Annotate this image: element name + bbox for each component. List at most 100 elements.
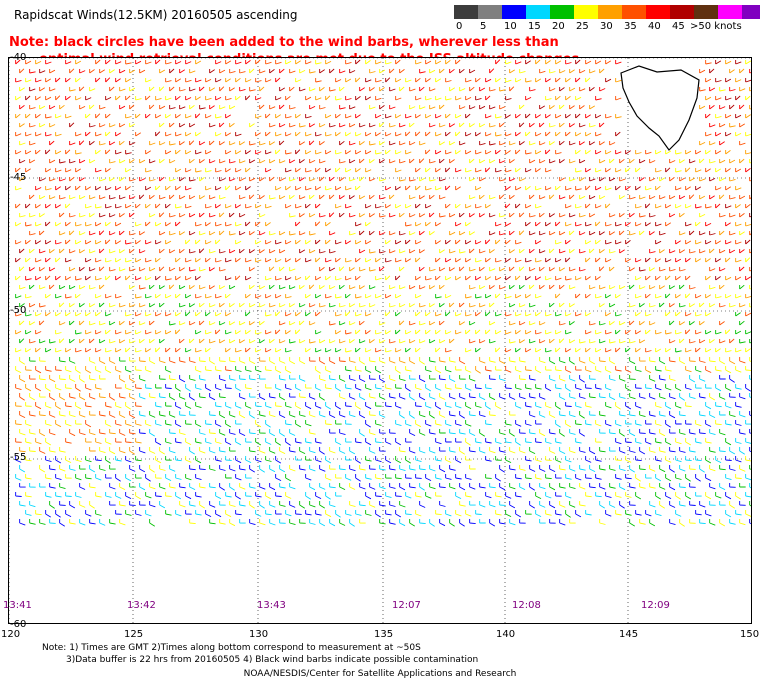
- wind-barb: [739, 266, 745, 272]
- wind-barb: [319, 357, 326, 365]
- wind-barb: [659, 501, 666, 509]
- wind-barb: [645, 257, 651, 263]
- wind-barb: [485, 329, 491, 335]
- wind-barb: [409, 231, 416, 236]
- wind-barb: [199, 501, 206, 509]
- wind-barb: [379, 249, 386, 254]
- wind-barb: [705, 168, 711, 173]
- wind-barb: [699, 321, 705, 326]
- wind-barb: [165, 312, 172, 317]
- wind-barb: [525, 222, 531, 227]
- wind-barb: [445, 474, 452, 480]
- wind-barb: [159, 212, 165, 218]
- wind-barb: [129, 429, 136, 435]
- wind-barb: [419, 195, 425, 200]
- wind-barb: [725, 150, 731, 155]
- wind-barb: [25, 366, 32, 371]
- wind-barb: [489, 105, 496, 110]
- wind-barb: [495, 312, 502, 317]
- wind-barb: [55, 276, 61, 281]
- wind-barb: [675, 240, 681, 245]
- wind-barb: [135, 384, 142, 389]
- wind-barb: [199, 375, 206, 381]
- wind-barb: [119, 195, 126, 200]
- wind-barb: [689, 501, 696, 506]
- wind-barb: [555, 240, 562, 245]
- wind-barb: [385, 510, 392, 516]
- wind-barb: [359, 339, 366, 344]
- wind-barb: [379, 177, 386, 182]
- wind-barb: [419, 519, 426, 525]
- wind-barb: [269, 339, 275, 344]
- colorbar-swatch: [502, 5, 526, 19]
- wind-barb: [329, 519, 336, 527]
- wind-barb: [549, 141, 555, 146]
- wind-barb: [615, 438, 622, 445]
- wind-barb: [189, 249, 196, 254]
- wind-barb: [725, 96, 732, 101]
- wind-barb: [285, 366, 292, 374]
- wind-barb: [209, 447, 216, 454]
- wind-barb: [249, 429, 256, 435]
- wind-barb: [645, 474, 652, 479]
- wind-barb: [455, 114, 462, 119]
- wind-barb: [559, 140, 565, 146]
- wind-barb: [715, 150, 722, 155]
- wind-barb: [499, 393, 506, 400]
- wind-barb: [389, 393, 396, 399]
- wind-barb: [25, 312, 32, 317]
- wind-barb: [639, 267, 646, 272]
- wind-barb: [705, 294, 712, 299]
- wind-barb: [139, 393, 146, 400]
- wind-barb: [235, 366, 242, 372]
- wind-barb: [695, 312, 702, 317]
- wind-barb: [509, 339, 516, 344]
- wind-barb: [15, 167, 21, 173]
- wind-barb: [609, 285, 616, 290]
- wind-barb: [329, 321, 336, 326]
- wind-barb: [609, 266, 615, 272]
- wind-barb: [615, 78, 622, 83]
- wind-barb: [599, 266, 605, 272]
- wind-barb: [25, 438, 32, 444]
- wind-barb: [469, 213, 475, 218]
- wind-barb: [315, 96, 322, 101]
- wind-barb: [619, 447, 626, 454]
- wind-barb: [415, 347, 421, 353]
- wind-barb: [69, 501, 76, 509]
- wind-barb: [649, 195, 656, 200]
- wind-barb: [219, 122, 225, 128]
- wind-barb: [139, 303, 146, 308]
- wind-barb: [159, 483, 166, 490]
- wind-barb: [615, 96, 622, 101]
- wind-barb: [305, 402, 312, 410]
- wind-barb: [275, 240, 282, 245]
- wind-barb: [385, 275, 391, 281]
- wind-barb: [669, 159, 676, 164]
- wind-barb: [589, 483, 596, 489]
- wind-barb: [265, 384, 272, 389]
- wind-barb: [505, 186, 511, 191]
- wind-barb: [45, 456, 52, 463]
- wind-barb: [275, 329, 281, 335]
- wind-barb: [179, 303, 186, 308]
- wind-barb: [595, 257, 601, 263]
- wind-barb: [279, 249, 286, 254]
- wind-barb: [399, 69, 405, 74]
- wind-barb: [175, 78, 182, 83]
- wind-barb: [725, 384, 732, 392]
- wind-barb: [349, 69, 356, 74]
- wind-barb: [209, 465, 216, 471]
- wind-barb: [255, 59, 261, 65]
- wind-barb: [649, 447, 656, 453]
- wind-barb: [359, 249, 366, 254]
- wind-barb: [735, 276, 742, 281]
- wind-barb: [139, 159, 146, 164]
- wind-barb: [495, 276, 502, 281]
- wind-barb: [285, 492, 292, 499]
- wind-barb: [315, 294, 322, 299]
- wind-barb: [215, 294, 222, 299]
- wind-barb: [55, 456, 62, 464]
- wind-barb: [545, 60, 551, 65]
- wind-barb: [629, 267, 635, 272]
